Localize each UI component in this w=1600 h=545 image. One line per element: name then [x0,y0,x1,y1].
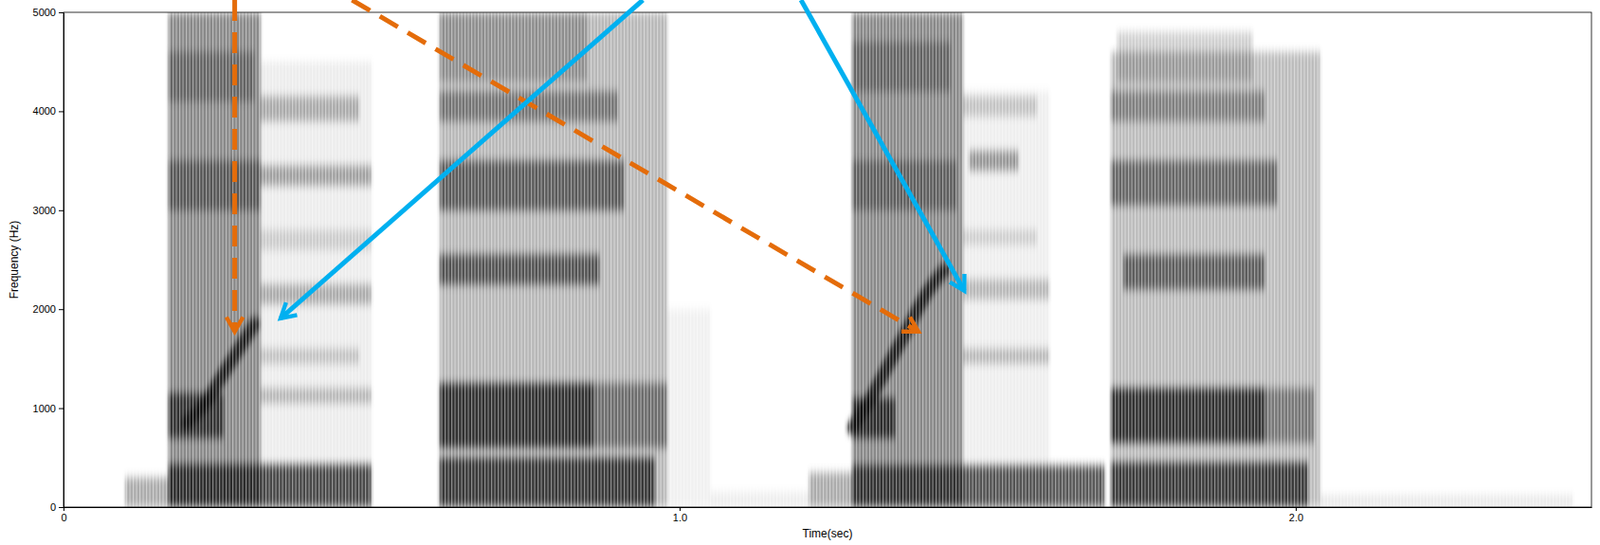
plot-frame [63,12,1592,508]
annotation-arrow [232,0,237,332]
y-axis: 0 1000 2000 3000 4000 5000 [33,6,65,513]
y-tick-mark [58,210,64,212]
y-tick: 1000 [33,402,64,415]
annotation-arrow [800,0,964,291]
y-tick-mark [58,507,64,509]
chart: 0 1.0 2.0 0 1000 2000 3000 4000 5000 Frequency (H… [0,0,1600,545]
plot-area [63,12,1592,508]
y-tick: 5000 [33,6,64,19]
y-tick: 4000 [33,105,64,117]
x-axis-line [64,507,1593,509]
x-tick: 0 [60,507,67,524]
y-tick-label: 3000 [33,204,56,217]
striation-overlay [63,12,1592,508]
annotation-arrows [235,0,965,332]
y-axis-line [63,13,65,509]
x-tick-label: 1.0 [672,511,688,524]
y-tick-mark [58,408,64,410]
y-tick: 0 [50,501,64,513]
x-tick: 1.0 [672,507,688,524]
x-tick-label: 2.0 [1289,511,1304,524]
y-tick: 2000 [33,303,64,315]
y-tick-label: 4000 [33,105,56,117]
x-axis-title: Time(sec) [802,527,854,541]
annotation-arrow [280,0,643,319]
x-tick-mark [1295,507,1297,511]
y-tick-label: 1000 [33,402,56,415]
x-tick-label: 0 [60,511,67,524]
y-tick-label: 0 [50,501,56,513]
x-tick-mark [679,507,681,511]
x-axis: 0 1.0 2.0 [60,507,1592,524]
y-tick-mark [58,309,64,310]
x-tick-mark [63,507,65,511]
y-tick-mark [58,110,64,112]
y-tick-mark [58,12,64,14]
y-tick: 3000 [33,204,64,217]
x-tick: 2.0 [1289,507,1304,524]
y-tick-label: 5000 [33,6,56,19]
annotation-arrow [351,0,918,332]
y-axis-title: Frequency (Hz) [7,220,21,300]
y-tick-label: 2000 [33,303,56,315]
